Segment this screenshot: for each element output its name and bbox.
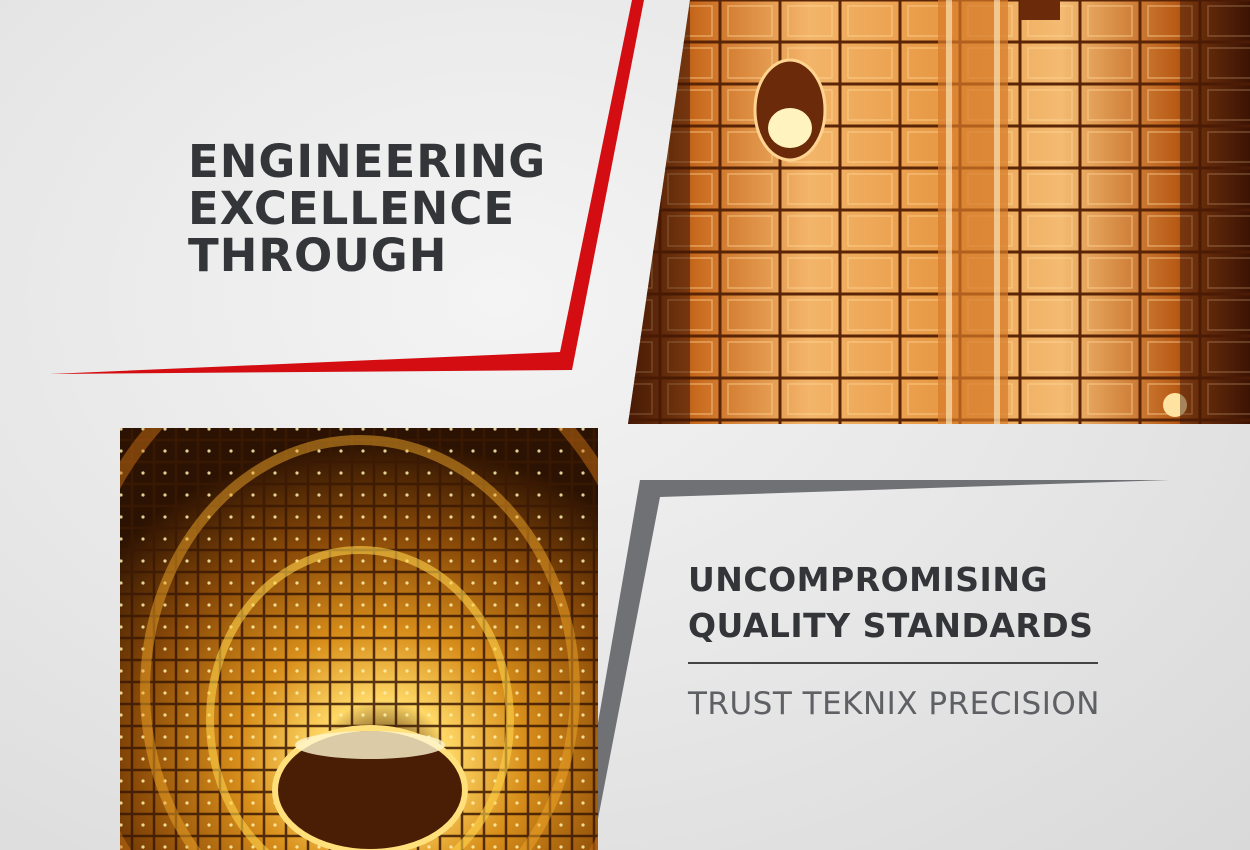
- headline-line-3: THROUGH: [188, 229, 448, 282]
- quality-line-2: QUALITY STANDARDS: [688, 606, 1094, 645]
- headline-line-1: ENGINEERING: [188, 135, 547, 188]
- headline: ENGINEERING EXCELLENCE THROUGH: [188, 138, 546, 279]
- quality-line-1: UNCOMPROMISING: [688, 560, 1049, 599]
- gray-accent-frame: [576, 480, 1170, 850]
- headline-line-2: EXCELLENCE: [188, 182, 516, 235]
- divider-line: [688, 662, 1098, 664]
- tagline: TRUST TEKNIX PRECISION: [688, 686, 1100, 722]
- elevator-shaft-photo: [628, 0, 1250, 424]
- quality-heading: UNCOMPROMISING QUALITY STANDARDS: [688, 557, 1093, 649]
- atrium-photo: [120, 428, 598, 850]
